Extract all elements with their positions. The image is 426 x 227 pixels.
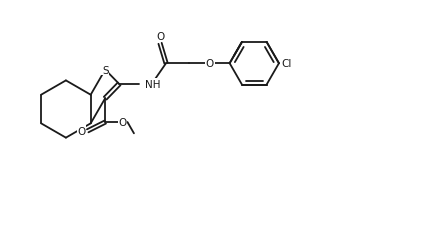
Text: O: O [206, 59, 214, 69]
Text: S: S [102, 65, 109, 75]
Text: Cl: Cl [281, 59, 291, 69]
Text: O: O [118, 118, 127, 128]
Text: O: O [78, 126, 86, 136]
Text: NH: NH [145, 79, 161, 89]
Text: O: O [156, 32, 164, 42]
